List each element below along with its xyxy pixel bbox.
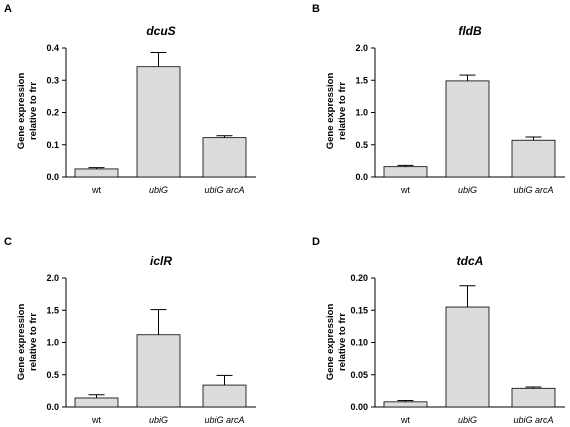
y-tick-label: 0.05 (350, 370, 368, 380)
bar-wt (383, 401, 428, 408)
y-tick-label: 0.3 (46, 75, 59, 85)
bar-ubig (136, 66, 181, 178)
bar-ubig (445, 306, 490, 408)
y-tick-label: 0.10 (350, 338, 368, 348)
panel-letter: C (4, 236, 12, 248)
bar-ubig-arca (202, 384, 247, 408)
panel-letter: B (312, 3, 320, 15)
bar-ubig-arca (202, 137, 247, 178)
y-tick-label: 0.15 (350, 305, 368, 315)
x-tick-label: ubiG arcA (513, 415, 553, 425)
bar-ubig-arca (511, 139, 556, 178)
y-tick-label: 1.5 (355, 75, 368, 85)
x-tick-label: ubiG arcA (513, 185, 553, 195)
panel-letter: A (4, 3, 12, 15)
y-axis-label: Gene expressionrelative to frr (16, 73, 39, 150)
x-tick-label: wt (91, 185, 101, 195)
panel-letter: D (312, 236, 320, 248)
bar-ubig-arca (511, 387, 556, 408)
y-axis-label: Gene expressionrelative to frr (325, 304, 348, 381)
y-axis-label: Gene expressionrelative to frr (16, 304, 39, 381)
x-tick-label: wt (400, 415, 410, 425)
y-tick-label: 0.0 (46, 172, 59, 182)
y-tick-label: 2.0 (355, 43, 368, 53)
bar-wt (383, 166, 428, 178)
y-tick-label: 0.4 (46, 43, 59, 53)
x-tick-label: wt (91, 415, 101, 425)
y-tick-label: 0.2 (46, 108, 59, 118)
y-tick-label: 0.1 (46, 140, 59, 150)
bar-wt (74, 397, 119, 408)
bar-wt (74, 168, 119, 178)
y-tick-label: 0.5 (355, 140, 368, 150)
bar-ubig (445, 80, 490, 178)
y-axis-label: Gene expressionrelative to frr (325, 73, 348, 150)
y-tick-label: 0.00 (350, 402, 368, 412)
y-tick-label: 0.20 (350, 273, 368, 283)
x-tick-label: ubiG arcA (204, 185, 244, 195)
bar-ubig (136, 334, 181, 408)
y-tick-label: 0.0 (355, 172, 368, 182)
panel-title: iclR (150, 254, 172, 268)
x-tick-label: ubiG (149, 415, 168, 425)
panel-title: dcuS (146, 24, 175, 38)
y-tick-label: 1.5 (46, 305, 59, 315)
panel-title: tdcA (457, 254, 484, 268)
x-tick-label: ubiG (149, 185, 168, 195)
x-tick-label: ubiG (458, 415, 477, 425)
panel-title: fldB (458, 24, 482, 38)
y-tick-label: 1.0 (355, 108, 368, 118)
x-tick-label: ubiG arcA (204, 415, 244, 425)
x-tick-label: ubiG (458, 185, 477, 195)
y-tick-label: 0.5 (46, 370, 59, 380)
x-tick-label: wt (400, 185, 410, 195)
y-tick-label: 1.0 (46, 338, 59, 348)
y-tick-label: 0.0 (46, 402, 59, 412)
y-tick-label: 2.0 (46, 273, 59, 283)
